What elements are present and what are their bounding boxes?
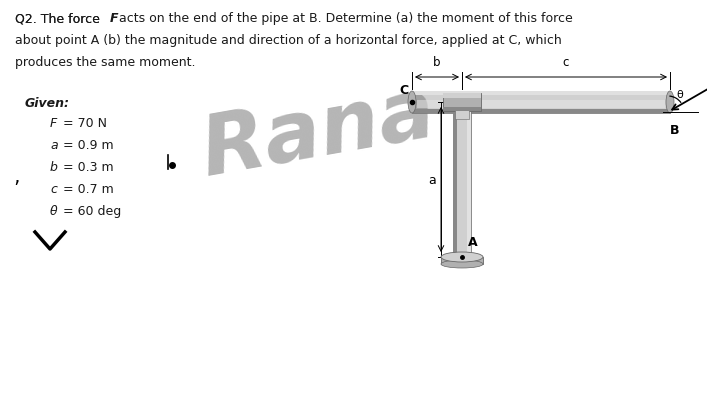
Bar <box>412 91 670 113</box>
Text: c: c <box>50 183 57 196</box>
Text: a: a <box>428 173 436 186</box>
Text: Q2. The force: Q2. The force <box>15 12 104 25</box>
Bar <box>443 93 481 98</box>
Text: = 70 N: = 70 N <box>59 117 107 130</box>
Text: Rana: Rana <box>195 72 442 193</box>
Ellipse shape <box>441 260 483 268</box>
Text: C: C <box>400 84 409 97</box>
Bar <box>412 109 670 113</box>
Bar <box>412 91 670 95</box>
Text: F: F <box>110 12 119 25</box>
Text: F: F <box>50 117 57 130</box>
Text: Q2. The force: Q2. The force <box>15 12 104 25</box>
Text: = 0.9 m: = 0.9 m <box>59 139 114 152</box>
Bar <box>453 102 457 257</box>
Text: produces the same moment.: produces the same moment. <box>15 56 196 69</box>
Bar <box>443 107 481 111</box>
Text: A: A <box>468 236 478 249</box>
Bar <box>441 257 483 264</box>
Ellipse shape <box>408 91 416 113</box>
Text: b: b <box>50 161 58 174</box>
Bar <box>467 102 471 257</box>
Text: Given:: Given: <box>25 97 70 110</box>
Bar <box>417 100 665 108</box>
Text: about point A (b) the magnitude and direction of a horizontal force, applied at : about point A (b) the magnitude and dire… <box>15 34 562 47</box>
Bar <box>453 102 471 257</box>
Text: ’: ’ <box>13 179 19 198</box>
Text: = 0.7 m: = 0.7 m <box>59 183 114 196</box>
Text: θ: θ <box>676 90 683 100</box>
Text: θ: θ <box>50 205 58 218</box>
Text: a: a <box>50 139 58 152</box>
Text: c: c <box>563 56 569 69</box>
Bar <box>443 93 481 111</box>
Bar <box>455 109 469 119</box>
Text: = 60 deg: = 60 deg <box>59 205 121 218</box>
Ellipse shape <box>666 91 674 113</box>
Text: b: b <box>433 56 440 69</box>
Text: = 0.3 m: = 0.3 m <box>59 161 114 174</box>
Text: B: B <box>670 124 679 137</box>
Text: acts on the end of the pipe at B. Determine (a) the moment of this force: acts on the end of the pipe at B. Determ… <box>115 12 573 25</box>
Ellipse shape <box>441 252 483 262</box>
